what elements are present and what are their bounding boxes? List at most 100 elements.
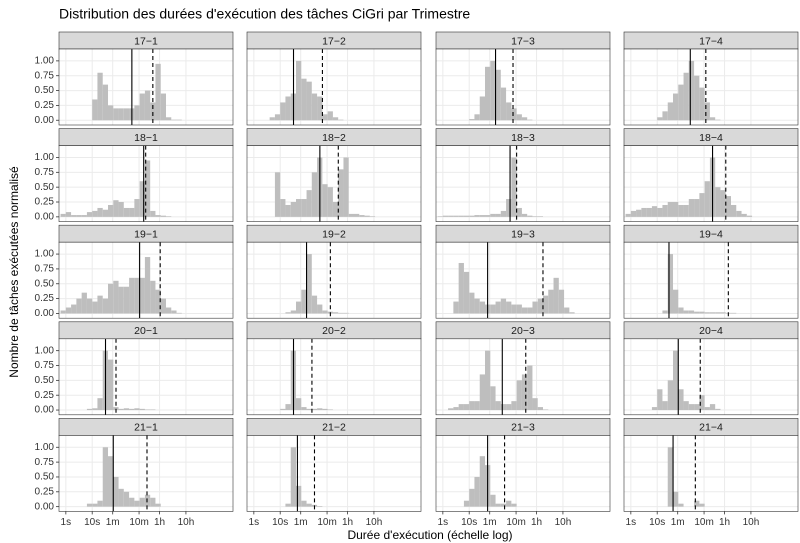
bar: [704, 181, 710, 217]
bar: [474, 476, 480, 507]
facet-title: 19−4: [699, 228, 723, 240]
y-tick-label: 0.75: [35, 457, 55, 468]
bar: [678, 503, 684, 507]
bar: [657, 117, 663, 121]
bar: [458, 262, 464, 314]
bar: [667, 102, 674, 121]
bar: [296, 301, 302, 314]
bar: [521, 307, 528, 314]
bar: [725, 196, 731, 217]
bar: [160, 93, 166, 121]
y-tick-label: 0.25: [35, 197, 55, 208]
panel-border: [435, 48, 611, 126]
bar: [715, 408, 721, 411]
bar: [171, 310, 177, 314]
bar: [144, 160, 151, 217]
bar: [301, 407, 307, 411]
facet-title: 21−2: [322, 422, 346, 434]
panel-border: [246, 145, 422, 222]
bar: [474, 215, 480, 217]
bar: [673, 350, 679, 411]
x-tick-label: 10h: [366, 517, 383, 528]
bar: [667, 202, 674, 217]
panel-border: [623, 241, 799, 319]
y-tick-label: 0.75: [35, 264, 55, 275]
bar: [306, 503, 312, 507]
panel: [624, 49, 798, 125]
bar: [678, 84, 684, 121]
bar: [442, 215, 449, 217]
y-tick-label: 0.25: [35, 293, 55, 304]
bar: [327, 187, 333, 217]
y-tick-label: 0.00: [35, 115, 55, 126]
panel-border: [246, 241, 422, 319]
bar: [521, 374, 528, 411]
bar: [709, 312, 716, 314]
bar: [448, 408, 454, 411]
panel-border: [246, 435, 422, 512]
bar: [108, 359, 114, 411]
x-tick-label: 1m: [483, 517, 497, 528]
bar: [150, 210, 156, 217]
bar: [144, 90, 151, 121]
bar: [500, 210, 507, 217]
bar: [694, 311, 700, 314]
bar: [453, 215, 459, 217]
bar: [134, 500, 140, 507]
bar: [150, 102, 156, 121]
bar: [165, 307, 172, 314]
bar: [123, 491, 130, 507]
bar: [311, 93, 318, 121]
bar: [479, 96, 486, 121]
bar: [678, 204, 684, 217]
bar: [479, 374, 486, 411]
bar: [81, 292, 87, 314]
facet-title: 18−2: [322, 132, 346, 144]
bar: [657, 207, 663, 217]
bar: [353, 213, 360, 217]
facet-title: 19−3: [511, 228, 535, 240]
bar: [506, 500, 512, 507]
bar: [327, 111, 333, 121]
bar: [646, 207, 652, 217]
bar: [651, 206, 658, 217]
facet-title: 18−4: [699, 132, 723, 144]
bar: [118, 408, 124, 411]
y-tick-label: 0.50: [35, 472, 55, 483]
bar: [532, 301, 538, 314]
panel-border: [246, 338, 422, 416]
bar: [274, 172, 281, 217]
bar: [139, 497, 145, 507]
x-tick-label: 10m: [317, 517, 336, 528]
bar: [92, 210, 98, 217]
bar: [521, 117, 528, 121]
bar: [495, 503, 501, 507]
y-tick-label: 1.00: [35, 56, 55, 67]
bar: [699, 395, 705, 411]
bar: [92, 99, 98, 121]
bar: [332, 312, 339, 314]
bar: [364, 215, 370, 217]
bar: [511, 157, 517, 217]
bar: [736, 210, 742, 217]
bar: [71, 304, 77, 314]
bar: [92, 301, 98, 314]
bar: [678, 389, 684, 411]
bar: [715, 119, 721, 121]
bar: [176, 119, 182, 121]
x-tick-label: 1m: [294, 517, 308, 528]
x-tick-label: 1m: [106, 517, 120, 528]
bar: [667, 447, 674, 507]
bar: [532, 216, 538, 217]
bar: [123, 207, 130, 217]
bar: [688, 60, 695, 121]
bar: [322, 408, 328, 411]
y-tick-label: 0.50: [35, 278, 55, 289]
bar: [155, 289, 161, 314]
bar: [285, 204, 291, 217]
bar: [306, 408, 312, 411]
bar: [317, 96, 323, 121]
bar: [437, 216, 443, 217]
bar: [86, 212, 93, 217]
x-tick-label: 10h: [178, 517, 195, 528]
